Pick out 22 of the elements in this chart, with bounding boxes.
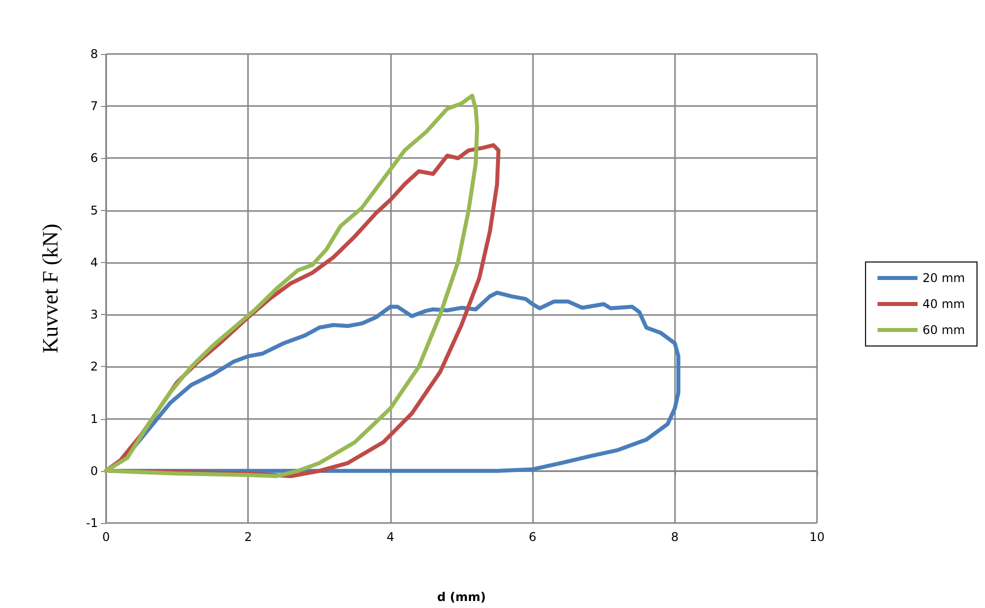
- y-tick-label: -1: [86, 516, 98, 530]
- legend-label: 40 mm: [922, 297, 966, 311]
- x-tick-label: 4: [386, 530, 394, 544]
- y-tick-label: 2: [90, 360, 98, 374]
- y-tick-label: 1: [90, 412, 98, 426]
- y-tick-label: 0: [90, 464, 98, 478]
- x-tick-label: 8: [670, 530, 679, 544]
- x-axis-title: d (mm): [437, 590, 486, 604]
- y-tick-label: 5: [90, 203, 98, 218]
- y-tick-label: 4: [90, 255, 98, 270]
- line-series: [104, 94, 480, 478]
- x-tick-label: 0: [102, 530, 110, 544]
- y-tick-label: 6: [90, 151, 98, 166]
- legend-label: 60 mm: [922, 323, 966, 337]
- x-tick-label: 6: [528, 530, 536, 544]
- x-tick-label: 2: [244, 530, 252, 544]
- y-tick-label: 7: [90, 99, 98, 114]
- x-tick-label: 10: [809, 530, 825, 544]
- y-tick-label: 3: [90, 308, 98, 322]
- y-tick-label: 8: [90, 47, 98, 61]
- legend-label: 20 mm: [922, 271, 966, 285]
- y-axis-title: Kuvvet F (kN): [38, 224, 62, 354]
